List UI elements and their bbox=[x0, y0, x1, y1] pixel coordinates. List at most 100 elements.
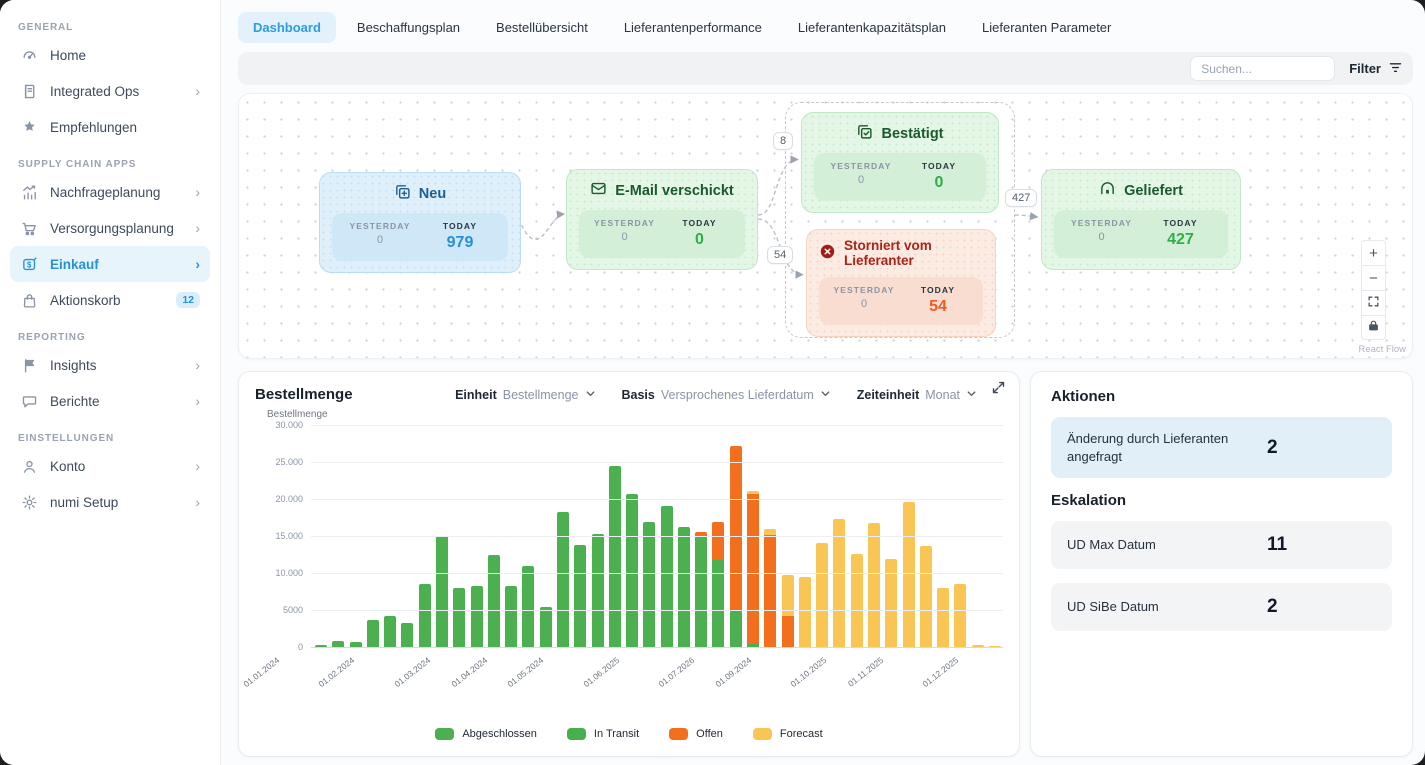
sidebar-item-insights[interactable]: Insights › bbox=[10, 347, 210, 383]
unit-select[interactable]: Einheit Bestellmenge bbox=[455, 388, 595, 402]
stat-label: TODAY bbox=[682, 218, 717, 228]
x-tick-label: 01.02.2024 bbox=[316, 655, 357, 690]
gridline bbox=[311, 573, 1003, 574]
stat-label: YESTERDAY bbox=[349, 221, 411, 231]
zoom-in-button[interactable]: + bbox=[1361, 240, 1386, 265]
gridline bbox=[311, 499, 1003, 500]
flow-node-storniert[interactable]: Storniert vom Lieferanter YESTERDAY 0 TO… bbox=[806, 229, 996, 337]
stat-label: TODAY bbox=[921, 161, 957, 171]
actions-title: Aktionen bbox=[1051, 388, 1116, 405]
legend-label: Forecast bbox=[779, 728, 823, 740]
flow-node-geliefert[interactable]: Geliefert YESTERDAY 0 TODAY 427 bbox=[1041, 169, 1241, 270]
sidebar-section-label: GENERAL bbox=[18, 22, 74, 33]
gridline bbox=[311, 536, 1003, 537]
sidebar-item-aktionskorb[interactable]: Aktionskorb 12 bbox=[10, 282, 210, 318]
sidebar-item-label: Aktionskorb bbox=[50, 292, 121, 308]
offen-segment bbox=[729, 445, 742, 610]
tab-bestell-bersicht[interactable]: Bestellübersicht bbox=[496, 19, 588, 35]
order-flow-canvas[interactable]: Neu YESTERDAY 0 TODAY 979 bbox=[238, 93, 1413, 359]
sidebar-item-berichte[interactable]: Berichte › bbox=[10, 383, 210, 419]
sidebar-item-nachfrageplanung[interactable]: Nachfrageplanung › bbox=[10, 174, 210, 210]
escalation-card-ud-sibe-datum[interactable]: UD SiBe Datum 2 bbox=[1051, 583, 1392, 632]
stat-value: 54 bbox=[929, 298, 947, 315]
lock-icon bbox=[1367, 319, 1380, 336]
bottom-row: Bestellmenge Einheit Bestellmenge Basis … bbox=[238, 371, 1413, 757]
sidebar-item-konto[interactable]: Konto › bbox=[10, 448, 210, 484]
forecast-segment bbox=[919, 546, 932, 647]
offen-segment bbox=[712, 521, 725, 561]
escalation-label: UD SiBe Datum bbox=[1067, 599, 1159, 615]
timeunit-select[interactable]: Zeiteinheit Monat bbox=[857, 388, 977, 402]
sidebar-item-label: Konto bbox=[50, 458, 86, 474]
edge-label-54: 54 bbox=[767, 246, 794, 264]
search-input[interactable] bbox=[1190, 56, 1336, 81]
lock-button[interactable] bbox=[1361, 315, 1386, 340]
filter-button-label: Filter bbox=[1349, 61, 1381, 76]
tab-bar: Dashboard Beschaffungsplan Bestellübersich… bbox=[238, 8, 1413, 46]
escalation-title: Eskalation bbox=[1051, 492, 1127, 510]
bar bbox=[487, 555, 500, 647]
chevron-right-icon: › bbox=[195, 256, 200, 272]
abgeschlossen-segment bbox=[556, 511, 569, 647]
chevron-right-icon: › bbox=[195, 357, 200, 373]
chevron-right-icon: › bbox=[195, 393, 200, 409]
chevron-down-icon bbox=[820, 388, 831, 402]
unit-select-label: Einheit bbox=[455, 387, 497, 402]
flag-icon bbox=[20, 356, 38, 374]
flow-node-email-verschickt[interactable]: E-Mail verschickt YESTERDAY 0 TODAY 0 bbox=[566, 169, 758, 270]
expand-chart-button[interactable] bbox=[991, 380, 1009, 398]
flow-node-bestaetigt[interactable]: Bestätigt YESTERDAY 0 TODAY 0 bbox=[801, 112, 999, 213]
fit-view-button[interactable] bbox=[1361, 290, 1386, 315]
stat-today: TODAY 979 bbox=[420, 221, 500, 252]
gridline bbox=[311, 425, 1003, 426]
chart-title: Bestellmenge bbox=[255, 386, 353, 403]
abgeschlossen-segment bbox=[418, 584, 431, 647]
escalation-card-ud-max-datum[interactable]: UD Max Datum 11 bbox=[1051, 521, 1392, 570]
chart-plot-area: Bestellmenge 30.000 25.000 20.000 15.000 10.… bbox=[241, 409, 1003, 689]
tab-beschaffungsplan[interactable]: Beschaffungsplan bbox=[356, 19, 461, 35]
node-stats: YESTERDAY 0 TODAY 0 bbox=[579, 210, 745, 258]
warehouse-icon bbox=[1099, 180, 1116, 201]
abgeschlossen-segment bbox=[470, 585, 483, 647]
node-title-text: Geliefert bbox=[1124, 182, 1183, 199]
bar bbox=[798, 577, 811, 647]
bar bbox=[660, 505, 673, 647]
sidebar-item-versorgungsplanung[interactable]: Versorgungsplanung › bbox=[10, 210, 210, 246]
action-card-aenderung[interactable]: Änderung durch Lieferanten angefragt 2 bbox=[1051, 417, 1392, 479]
tab-lieferantenperformance[interactable]: Lieferantenperformance bbox=[623, 19, 762, 35]
sidebar-item-home[interactable]: Home bbox=[10, 37, 210, 73]
sidebar-item-einkauf[interactable]: $ Einkauf › bbox=[10, 246, 210, 282]
x-tick-label: 01.01.2024 bbox=[241, 655, 282, 690]
node-title: Geliefert bbox=[1054, 180, 1228, 201]
edge-label-8: 8 bbox=[773, 132, 794, 150]
chart-header: Bestellmenge Einheit Bestellmenge Basis … bbox=[255, 386, 1003, 403]
legend-label: Abgeschlossen bbox=[462, 728, 537, 740]
escalation-label: UD Max Datum bbox=[1067, 537, 1156, 553]
abgeschlossen-segment bbox=[591, 533, 604, 647]
tab-lieferanten-parameter[interactable]: Lieferanten Parameter bbox=[982, 19, 1112, 35]
stat-label: YESTERDAY bbox=[593, 218, 656, 228]
bar bbox=[435, 536, 448, 647]
gridline bbox=[311, 647, 1003, 648]
stat-today: TODAY 54 bbox=[901, 285, 975, 316]
flow-node-neu[interactable]: Neu YESTERDAY 0 TODAY 979 bbox=[319, 172, 521, 273]
forecast-segment bbox=[798, 577, 811, 647]
tab-lieferantenkapazit-tsplan[interactable]: Lieferantenkapazitätsplan bbox=[797, 19, 947, 35]
forecast-segment bbox=[902, 501, 915, 647]
sidebar-item-empfehlungen[interactable]: Empfehlungen bbox=[10, 109, 210, 145]
bar bbox=[902, 501, 915, 647]
sidebar-item-numi-setup[interactable]: numi Setup › bbox=[10, 484, 210, 520]
chevron-right-icon: › bbox=[195, 458, 200, 474]
tab-dashboard[interactable]: Dashboard bbox=[238, 11, 336, 43]
star-badge-icon bbox=[20, 118, 38, 136]
bar bbox=[522, 565, 535, 647]
basis-select[interactable]: Basis Versprochenes Lieferdatum bbox=[622, 388, 831, 402]
stat-value: 0 bbox=[376, 234, 384, 246]
zoom-out-button[interactable]: − bbox=[1361, 265, 1386, 290]
sidebar-item-integrated-ops[interactable]: Integrated Ops › bbox=[10, 73, 210, 109]
filter-button[interactable]: Filter bbox=[1349, 60, 1403, 78]
bar bbox=[591, 533, 604, 647]
bar bbox=[833, 518, 846, 647]
bar bbox=[556, 511, 569, 647]
mail-icon bbox=[590, 180, 607, 201]
